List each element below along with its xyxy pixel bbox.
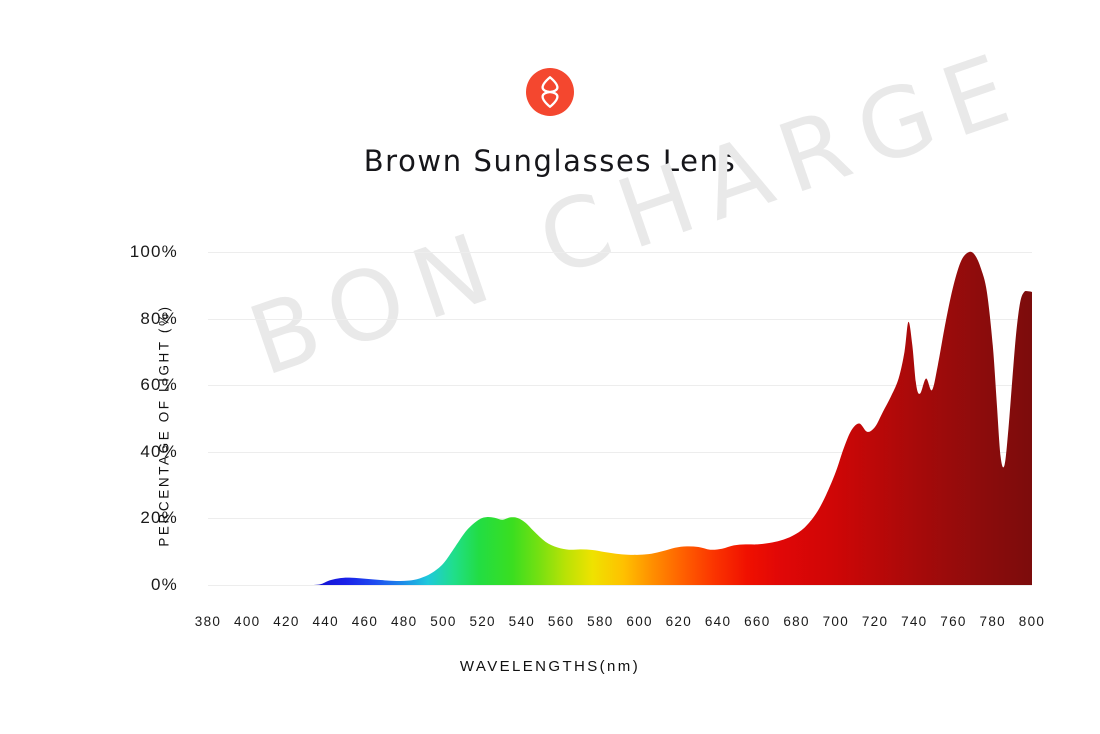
x-axis-tick-label: 580 — [587, 614, 614, 629]
y-axis-tick-label: 20% — [140, 508, 178, 528]
x-axis-tick-label: 760 — [940, 614, 967, 629]
x-axis-tick-label: 380 — [194, 614, 222, 629]
gridline — [208, 385, 1032, 387]
gridline — [208, 518, 1032, 520]
x-axis-tick-label: 400 — [234, 614, 261, 629]
x-axis-tick-label: 620 — [665, 614, 693, 629]
x-axis-tick-label: 800 — [1018, 614, 1046, 629]
brand-logo — [526, 68, 574, 116]
gridline — [208, 318, 1032, 320]
y-axis-title: PERCENTAGE OF LIGHT (%) — [156, 304, 172, 547]
y-axis-tick-label: 100% — [129, 242, 178, 261]
bon-charge-infinity-logo-icon — [537, 75, 563, 109]
x-axis-tick-label: 660 — [744, 614, 771, 629]
x-axis-tick-label: 600 — [626, 614, 653, 629]
x-axis-tick-label: 460 — [351, 614, 379, 629]
x-axis-tick-label: 780 — [979, 614, 1006, 629]
page-title: Brown Sunglasses Lens — [363, 144, 737, 178]
y-axis-tick-label: 60% — [140, 375, 178, 395]
x-axis-title: WAVELENGTHS(nm) — [459, 658, 641, 675]
x-axis-tick-label: 700 — [822, 614, 850, 629]
y-axis-tick-label: 40% — [140, 441, 178, 461]
x-axis-tick-label: 520 — [469, 614, 496, 629]
gridline — [208, 252, 1032, 253]
x-axis-tick-label: 680 — [783, 614, 810, 629]
transmission-curve — [208, 251, 1032, 586]
x-axis-tick-label: 640 — [704, 614, 732, 629]
x-axis-tick-label: 540 — [508, 614, 536, 629]
x-axis-tick-label: 440 — [312, 614, 339, 629]
x-axis-tick-label: 420 — [273, 614, 300, 629]
x-axis-tick-label: 720 — [861, 614, 889, 629]
transmission-area-path — [208, 251, 1032, 586]
x-axis-tick-label: 500 — [430, 614, 457, 629]
y-axis-tick-label: 80% — [140, 308, 178, 328]
gridline — [208, 585, 1032, 586]
x-axis-ticks: 380 400 420 440 460 480 500 520 540 560 580 600 620 6… — [195, 614, 1044, 636]
plot-area — [208, 252, 1032, 586]
x-axis-tick-label: 480 — [390, 614, 418, 629]
x-axis-tick-label: 560 — [547, 614, 575, 629]
x-axis-tick-label: 740 — [901, 614, 928, 629]
gridline — [208, 451, 1032, 453]
y-axis-tick-label: 0% — [151, 575, 178, 594]
